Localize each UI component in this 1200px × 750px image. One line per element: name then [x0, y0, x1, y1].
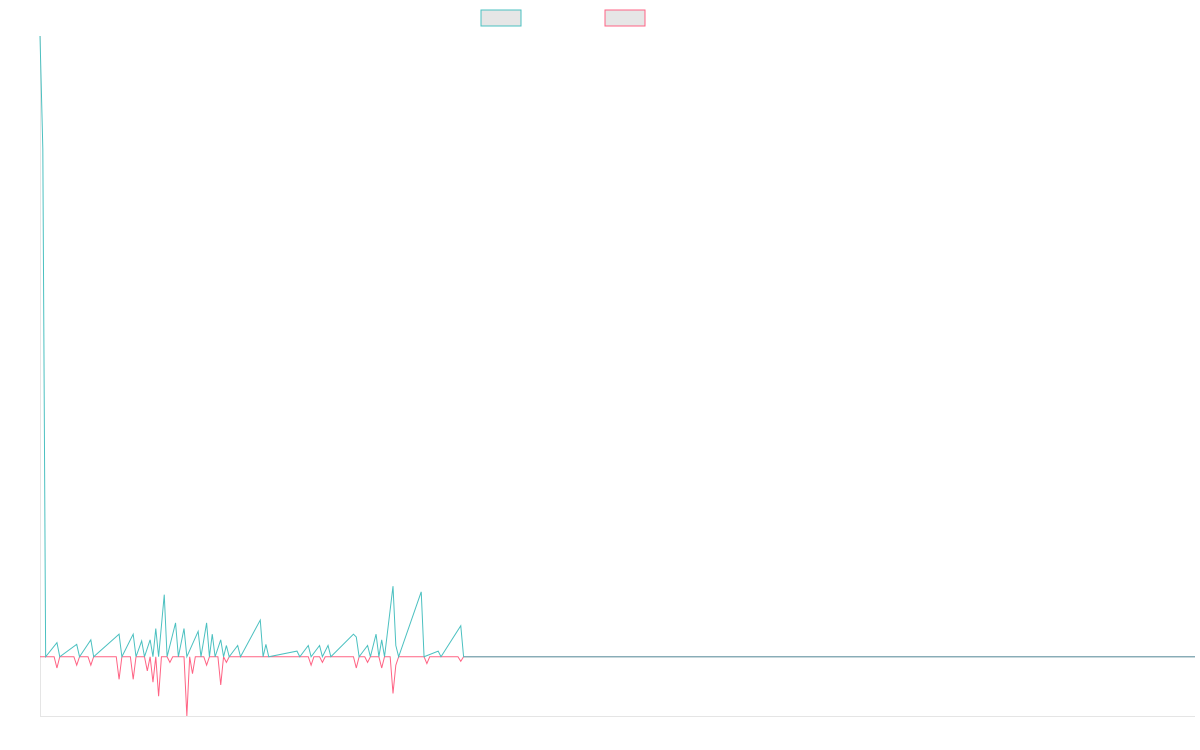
series-line-negative: [40, 654, 1195, 717]
legend-swatch-negative[interactable]: [604, 9, 646, 27]
series-line-positive: [39, 35, 1195, 659]
plot-area: [39, 35, 1195, 717]
legend: [480, 9, 646, 27]
series-layer: [39, 35, 1195, 717]
legend-swatch-positive[interactable]: [480, 9, 522, 27]
